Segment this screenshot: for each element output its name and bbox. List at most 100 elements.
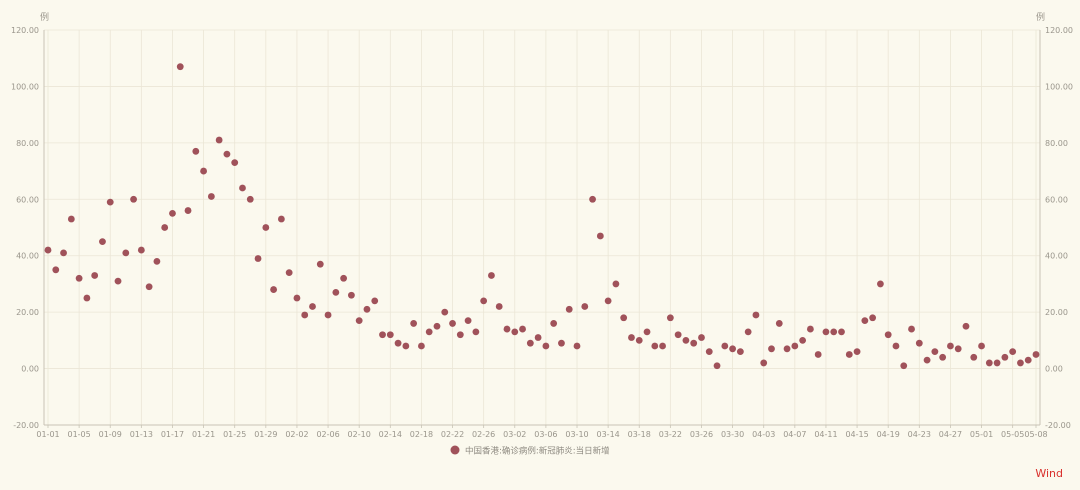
data-point [379,331,386,339]
data-point [1009,348,1017,356]
data-point [394,339,402,347]
x-tick-label: 02-14 [379,430,402,439]
data-point [169,209,176,217]
data-point [542,342,550,350]
x-tick-label: 02-10 [348,430,371,439]
data-point [83,294,91,302]
x-tick-label: 01-21 [192,430,215,439]
y-axis-right-ticks: -20.00 0.00 20.00 40.00 60.00 80.00 100.00 120.… [1045,26,1073,430]
x-tick-label: 03-26 [690,430,713,439]
data-point [900,362,908,370]
data-point [635,336,643,344]
x-tick-label: 03-10 [565,430,588,439]
data-point [534,334,542,341]
data-point [386,331,394,339]
data-point [674,331,682,339]
y-tick-label-left: 80.00 [16,139,39,148]
data-point [690,339,698,347]
data-point [363,305,371,313]
legend-label: 中国香港:确诊病例:新冠肺炎:当日新增 [465,446,610,457]
data-point [348,291,355,299]
data-point [915,339,923,347]
x-tick-label: 02-02 [285,430,308,439]
data-point [184,207,192,214]
data-point [519,325,526,333]
y-tick-label-left: -20.00 [13,421,39,430]
y-tick-label-right: 120.00 [1045,26,1073,35]
x-tick-label: 01-25 [223,430,246,439]
data-point [207,193,215,200]
data-point [456,331,464,339]
data-point [721,342,729,350]
y-tick-label-right: 100.00 [1045,82,1073,91]
y-tick-label-right: 60.00 [1045,195,1068,204]
x-tick-label: 03-06 [534,430,557,439]
x-axis-ticks: 01-01 01-05 01-09 01-13 01-17 01-21 01-25 01-29… [36,425,1048,439]
x-tick-label: 02-26 [472,430,495,439]
data-point [1017,359,1024,367]
data-point [75,274,83,282]
data-point [978,342,985,350]
data-point [114,277,122,285]
x-tick-label: 02-22 [441,430,464,439]
data-point [682,336,690,344]
data-point [410,320,418,327]
x-tick-label: 01-09 [99,430,122,439]
data-point [441,308,449,316]
x-tick-label: 04-27 [939,430,962,439]
x-tick-label: 01-01 [36,430,59,439]
y-tick-label-right: 80.00 [1045,139,1068,148]
data-point [877,280,884,288]
data-point [355,317,363,325]
data-point [744,328,752,336]
x-tick-label: 03-02 [503,430,526,439]
data-point [666,314,674,322]
y-tick-label-right: -20.00 [1045,421,1071,430]
data-point [472,328,480,336]
data-point [130,195,137,203]
data-point [931,348,939,356]
x-tick-label: 04-15 [845,430,868,439]
data-point [643,328,651,336]
data-point [464,317,472,325]
y-tick-label-left: 120.00 [11,26,39,35]
data-point [246,195,254,203]
data-point [970,353,978,361]
data-point [495,303,503,310]
data-point [830,328,838,336]
x-tick-label: 03-18 [628,430,651,439]
x-tick-label: 01-13 [130,430,153,439]
x-tick-label: 04-19 [877,430,900,439]
data-point [239,184,246,192]
y-tick-label-left: 40.00 [16,252,39,261]
data-point [223,150,231,158]
data-point [892,342,900,350]
data-point [775,320,783,327]
data-point [91,272,99,279]
data-point [620,314,628,322]
data-point [698,334,705,341]
y-axis-unit-left: 例 [40,11,49,23]
grid [44,29,1040,426]
data-point [783,345,791,353]
y-tick-label-right: 40.00 [1045,252,1068,261]
data-point [947,342,954,350]
data-point [713,362,721,370]
data-point [145,283,153,291]
data-point [52,266,60,274]
data-point [161,224,169,231]
legend[interactable]: 中国香港:确诊病例:新冠肺炎:当日新增 [450,445,610,457]
data-point [1001,353,1009,361]
x-tick-label: 04-23 [908,430,931,439]
data-points [44,63,1040,370]
y-axis-left-ticks: -20.00 0.00 20.00 40.00 60.00 80.00 100.00 120.… [11,26,39,430]
x-tick-label: 03-30 [721,430,744,439]
data-point [371,297,379,305]
y-tick-label-left: 20.00 [16,308,39,317]
data-point [985,359,993,367]
data-point [962,322,970,330]
data-point [1024,356,1032,364]
data-point [845,351,853,358]
data-point [270,286,278,293]
x-tick-label: 05-01 [970,430,993,439]
